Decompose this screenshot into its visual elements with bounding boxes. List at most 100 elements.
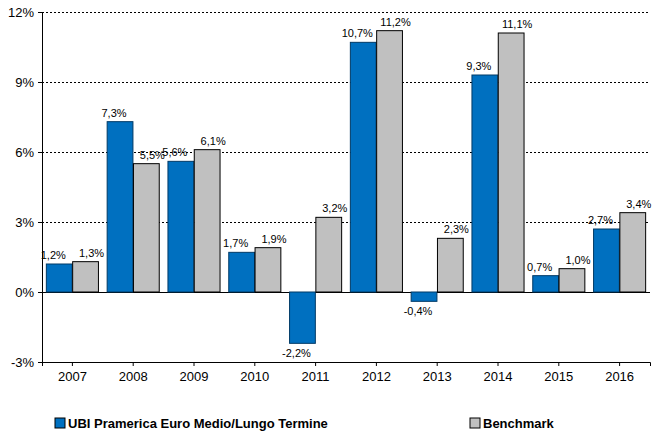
x-tick-mark <box>72 362 73 366</box>
bar <box>350 42 376 292</box>
bars <box>46 31 645 344</box>
bar <box>133 164 159 292</box>
legend-label: Benchmark <box>483 416 555 431</box>
bar <box>498 33 524 292</box>
y-tick-label: 0% <box>15 285 34 300</box>
y-tick: 3% <box>15 215 42 230</box>
x-tick-label: 2012 <box>362 369 391 384</box>
x-tick-mark <box>498 362 499 366</box>
x-tick-mark <box>315 362 316 366</box>
data-label: 2,3% <box>444 223 469 235</box>
bar <box>472 75 498 292</box>
y-tick: 6% <box>15 145 42 160</box>
legend-swatch <box>55 418 65 428</box>
x-tick-mark <box>133 362 134 366</box>
legend-item: UBI Pramerica Euro Medio/Lungo Termine <box>55 416 328 431</box>
x-tick-mark <box>194 362 195 366</box>
bar <box>255 248 281 292</box>
bar <box>559 269 585 292</box>
data-label: 6,1% <box>201 135 226 147</box>
x-tick-label: 2013 <box>423 369 452 384</box>
data-label: 7,3% <box>102 107 127 119</box>
y-tick: 9% <box>15 75 42 90</box>
y-tick-label: 6% <box>15 145 34 160</box>
legend-swatch <box>470 418 480 428</box>
bar <box>533 276 559 292</box>
y-tick-label: 3% <box>15 215 34 230</box>
y-tick-mark <box>38 82 42 83</box>
grid-line <box>42 12 650 13</box>
y-tick: 12% <box>8 5 42 20</box>
x-tick: 2014 <box>484 362 513 384</box>
data-label: 11,1% <box>502 18 533 30</box>
x-tick: 2013 <box>423 362 452 384</box>
data-label: 1,7% <box>223 237 248 249</box>
x-tick-label: 2010 <box>240 369 269 384</box>
x-tick-mark <box>558 362 559 366</box>
data-label: 5,6% <box>162 146 187 158</box>
legend-label: UBI Pramerica Euro Medio/Lungo Termine <box>68 416 328 431</box>
bar <box>316 217 342 292</box>
bar <box>411 292 437 301</box>
x-tick-label: 2009 <box>180 369 209 384</box>
y-tick-mark <box>38 152 42 153</box>
bar <box>73 262 99 292</box>
x-tick: 2015 <box>544 362 573 384</box>
y-axis-line <box>38 13 43 363</box>
x-tick: 2012 <box>362 362 391 384</box>
data-label: 1,3% <box>79 247 104 259</box>
y-tick-mark <box>38 292 42 293</box>
x-tick-mark <box>619 362 620 366</box>
x-tick-label: 2016 <box>605 369 634 384</box>
plot-area: -3%0%3%6%9%12%20072008200920102011201220… <box>8 5 652 385</box>
y-tick: -3% <box>11 355 42 370</box>
bar <box>229 252 255 292</box>
y-tick-label: 12% <box>8 5 34 20</box>
x-tick-label: 2011 <box>302 369 330 384</box>
bar <box>107 122 133 292</box>
bar <box>46 264 72 292</box>
data-label: 11,2% <box>380 16 411 28</box>
x-tick-label: 2008 <box>119 369 148 384</box>
y-tick-label: 9% <box>15 75 34 90</box>
data-label: -2,2% <box>282 347 311 359</box>
bar <box>437 238 463 292</box>
x-tick-label: 2007 <box>58 369 87 384</box>
x-axis-line <box>43 363 651 367</box>
data-label: 9,3% <box>466 60 491 72</box>
chart: -3%0%3%6%9%12%20072008200920102011201220… <box>0 0 654 442</box>
legend: UBI Pramerica Euro Medio/Lungo Termine Be… <box>55 416 555 431</box>
grid <box>42 12 650 362</box>
bar <box>168 161 194 292</box>
data-label: 1,0% <box>565 254 590 266</box>
x-tick: 2011 <box>302 362 330 384</box>
data-label: 2,7% <box>588 214 613 226</box>
bar <box>620 213 646 292</box>
bar <box>290 292 316 343</box>
bar <box>194 150 220 292</box>
legend-item: Benchmark <box>470 416 555 431</box>
data-labels: 1,2%7,3%5,6%1,7%-2,2%10,7%-0,4%9,3%0,7%2… <box>41 16 652 360</box>
x-tick-label: 2014 <box>484 369 513 384</box>
data-label: -0,4% <box>404 305 433 317</box>
y-tick-mark <box>38 222 42 223</box>
x-tick-mark <box>254 362 255 366</box>
y-axis: -3% 0% 3% 6% 9% 12% <box>8 5 43 370</box>
data-label: 0,7% <box>527 261 552 273</box>
x-tick: 2007 <box>58 362 87 384</box>
x-tick-mark <box>376 362 377 366</box>
y-tick-label: -3% <box>11 355 35 370</box>
x-axis: 2007 2008 2009 2010 2011 2012 2013 2014 2015 2016 <box>43 362 651 384</box>
data-label: 1,9% <box>261 233 286 245</box>
x-tick: 2016 <box>605 362 634 384</box>
x-tick: 2010 <box>240 362 269 384</box>
data-label: 5,5% <box>140 149 165 161</box>
y-tick: 0% <box>15 285 42 300</box>
x-tick: 2009 <box>180 362 209 384</box>
bar <box>377 31 403 292</box>
x-tick: 2008 <box>119 362 148 384</box>
data-label: 1,2% <box>41 249 66 261</box>
data-label: 3,2% <box>322 202 347 214</box>
y-tick-mark <box>38 362 42 363</box>
x-tick-label: 2015 <box>544 369 573 384</box>
